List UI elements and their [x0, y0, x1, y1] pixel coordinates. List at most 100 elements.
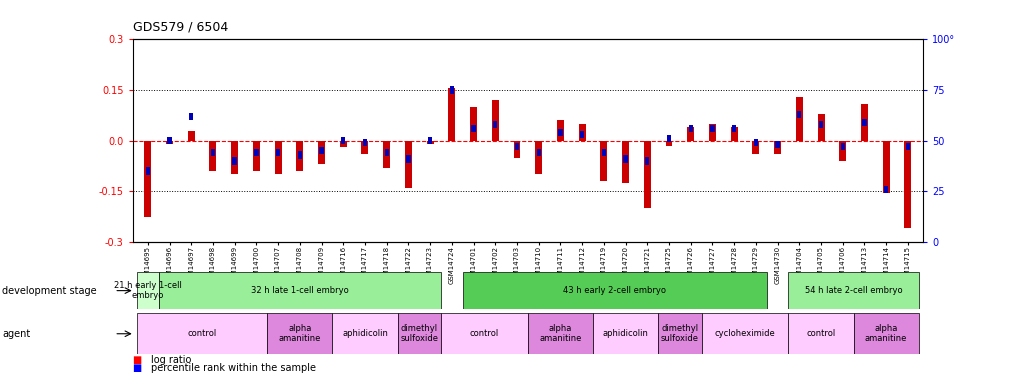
Bar: [340, 137, 345, 144]
Text: dimethyl
sulfoxide: dimethyl sulfoxide: [399, 324, 438, 344]
Bar: [883, 186, 888, 193]
Bar: [644, 157, 649, 165]
Bar: [600, 141, 606, 181]
Bar: [664, 141, 672, 146]
Bar: [753, 139, 757, 146]
Bar: [189, 112, 194, 120]
Bar: [361, 141, 368, 154]
Bar: [515, 143, 519, 150]
Text: aphidicolin: aphidicolin: [602, 329, 648, 338]
Bar: [788, 313, 853, 354]
Bar: [592, 313, 657, 354]
Bar: [513, 141, 520, 158]
Bar: [774, 141, 779, 148]
Bar: [773, 141, 781, 154]
Bar: [254, 149, 258, 156]
Bar: [881, 141, 889, 193]
Bar: [276, 149, 280, 156]
Text: control: control: [187, 329, 216, 338]
Bar: [797, 111, 801, 118]
Text: cycloheximide: cycloheximide: [714, 329, 774, 338]
Text: alpha
amanitine: alpha amanitine: [539, 324, 581, 344]
Bar: [853, 313, 918, 354]
Bar: [440, 313, 528, 354]
Bar: [904, 141, 911, 228]
Bar: [167, 137, 171, 144]
Bar: [232, 157, 236, 165]
Bar: [557, 129, 562, 136]
Bar: [666, 135, 671, 142]
Bar: [319, 147, 323, 154]
Text: ■: ■: [132, 363, 142, 373]
Bar: [166, 141, 173, 144]
Bar: [732, 125, 736, 132]
Text: 32 h late 1-cell embryo: 32 h late 1-cell embryo: [251, 286, 348, 295]
Bar: [817, 114, 823, 141]
Text: development stage: development stage: [2, 286, 97, 296]
Bar: [709, 125, 714, 132]
Text: alpha
amanitine: alpha amanitine: [278, 324, 321, 344]
Text: percentile rank within the sample: percentile rank within the sample: [151, 363, 316, 373]
Bar: [861, 118, 866, 126]
Bar: [144, 141, 151, 217]
Bar: [253, 141, 260, 171]
Text: log ratio: log ratio: [151, 355, 192, 365]
Bar: [701, 313, 788, 354]
Bar: [211, 149, 215, 156]
Bar: [536, 149, 540, 156]
Text: 43 h early 2-cell embryo: 43 h early 2-cell embryo: [562, 286, 665, 295]
Bar: [905, 143, 909, 150]
Bar: [491, 100, 498, 141]
Bar: [752, 141, 758, 154]
Bar: [795, 97, 802, 141]
Text: dimethyl
sulfoxide: dimethyl sulfoxide: [660, 324, 698, 344]
Bar: [657, 313, 701, 354]
Bar: [146, 167, 150, 175]
Bar: [318, 141, 325, 164]
Bar: [383, 141, 390, 168]
Bar: [267, 313, 332, 354]
Bar: [137, 272, 159, 309]
Bar: [730, 127, 737, 141]
Bar: [363, 139, 367, 146]
Text: alpha
amanitine: alpha amanitine: [864, 324, 907, 344]
Bar: [428, 137, 432, 144]
Text: ■: ■: [132, 355, 142, 365]
Bar: [406, 155, 411, 163]
Bar: [332, 313, 397, 354]
Bar: [297, 141, 303, 171]
Bar: [159, 272, 440, 309]
Bar: [209, 141, 216, 171]
Bar: [463, 272, 766, 309]
Bar: [688, 125, 692, 132]
Bar: [788, 272, 918, 309]
Bar: [622, 141, 629, 183]
Bar: [231, 141, 237, 174]
Bar: [601, 149, 605, 156]
Text: 21 h early 1-cell
embryo: 21 h early 1-cell embryo: [114, 281, 181, 300]
Bar: [818, 121, 822, 128]
Bar: [687, 127, 694, 141]
Text: aphidicolin: aphidicolin: [341, 329, 387, 338]
Bar: [137, 313, 267, 354]
Bar: [708, 124, 715, 141]
Bar: [471, 125, 475, 132]
Bar: [397, 313, 440, 354]
Bar: [448, 88, 454, 141]
Bar: [578, 124, 585, 141]
Bar: [643, 141, 650, 208]
Bar: [339, 141, 346, 147]
Bar: [580, 131, 584, 138]
Bar: [528, 313, 592, 354]
Bar: [274, 141, 281, 174]
Bar: [426, 141, 433, 144]
Text: GDS579 / 6504: GDS579 / 6504: [132, 21, 227, 34]
Text: control: control: [470, 329, 498, 338]
Bar: [298, 151, 302, 159]
Bar: [839, 141, 846, 161]
Text: control: control: [806, 329, 835, 338]
Bar: [840, 143, 844, 150]
Bar: [470, 107, 477, 141]
Bar: [187, 130, 195, 141]
Text: 54 h late 2-cell embryo: 54 h late 2-cell embryo: [804, 286, 902, 295]
